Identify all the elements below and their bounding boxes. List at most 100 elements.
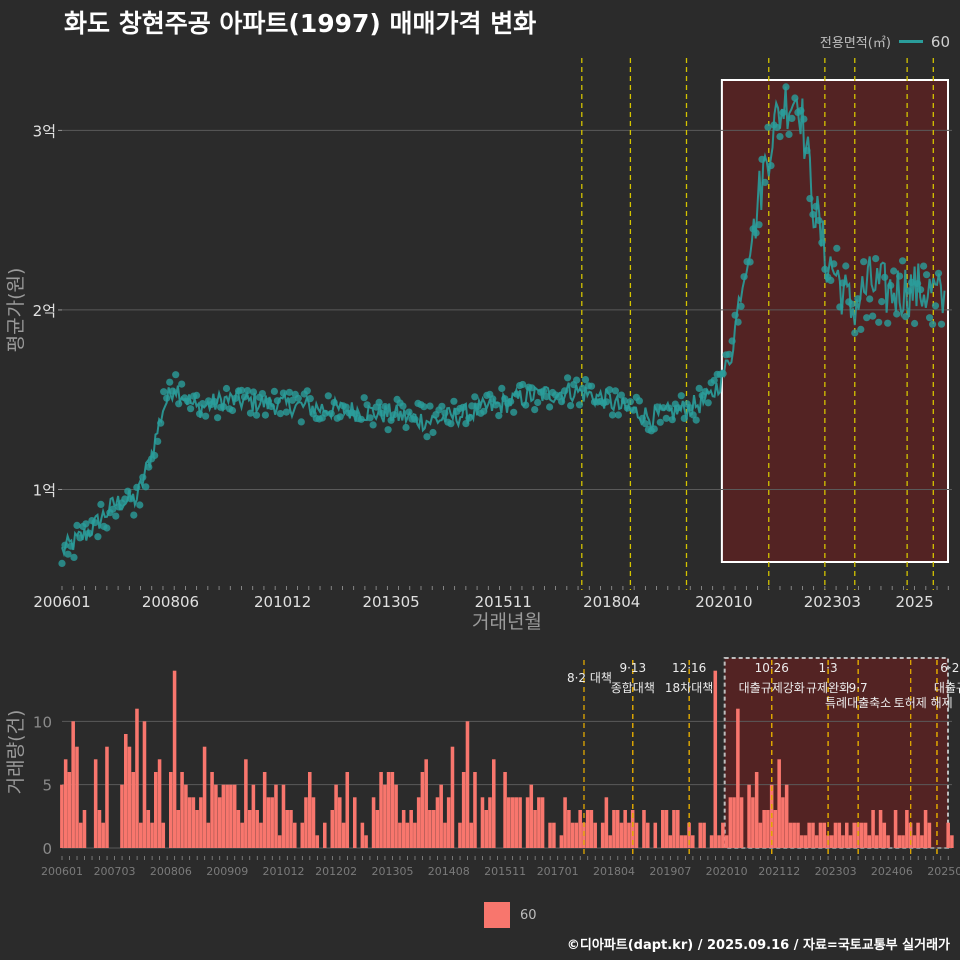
volume-bar [867, 835, 872, 848]
data-point [510, 408, 518, 416]
y-axis-title: 평균가(원) [5, 268, 27, 353]
policy-annotation: 1·3 [819, 661, 838, 675]
data-point [896, 272, 904, 280]
data-point [94, 533, 102, 541]
volume-bar [413, 822, 417, 848]
data-point [905, 287, 913, 295]
data-point [160, 388, 168, 396]
volume-bar [492, 759, 496, 848]
data-point [342, 403, 350, 411]
volume-bar [814, 835, 819, 848]
volume-bar [661, 810, 665, 848]
data-point [288, 396, 296, 404]
data-point [130, 511, 138, 519]
legend: 전용면적(㎡) 60 [820, 32, 950, 52]
volume-bar [131, 772, 136, 848]
volume-bar [251, 784, 256, 848]
data-point [543, 393, 551, 401]
volume-bar [589, 810, 594, 848]
data-point [776, 133, 784, 141]
y-tick-label: 1억 [33, 481, 56, 499]
x-tick-label: 201012 [254, 593, 311, 611]
volume-bar [210, 772, 214, 848]
data-point [498, 384, 506, 392]
data-point [528, 384, 536, 392]
volume-bar [78, 822, 83, 848]
volume-bar [360, 822, 365, 848]
data-point [522, 401, 530, 409]
volume-bar [533, 810, 537, 848]
data-point [710, 376, 718, 384]
data-point [139, 473, 147, 481]
data-point [851, 329, 859, 337]
volume-bar [371, 797, 376, 848]
bar-x-tick-label: 202406 [871, 865, 913, 878]
volume-bar [612, 810, 616, 848]
volume-bar [416, 797, 421, 848]
volume-bar [702, 822, 706, 848]
data-point [791, 94, 799, 102]
volume-bar [886, 835, 890, 848]
data-point [656, 418, 664, 426]
data-point [623, 404, 632, 412]
y-tick-label: 3억 [33, 122, 56, 140]
data-point [611, 387, 620, 395]
volume-bar [169, 772, 173, 848]
data-point [249, 388, 258, 396]
bar-y-axis-title: 거래량(건) [5, 710, 27, 795]
data-point [564, 374, 572, 382]
volume-bar [646, 822, 650, 848]
volume-bar [270, 797, 274, 848]
data-point [755, 221, 763, 229]
volume-bar [773, 810, 778, 848]
volume-bar [698, 822, 703, 848]
data-point [462, 420, 470, 428]
data-point [378, 409, 386, 417]
volume-bar [916, 822, 920, 848]
data-point [330, 398, 338, 407]
data-point [758, 155, 766, 163]
data-point [495, 412, 503, 420]
bar-x-tick-label: 201408 [428, 865, 470, 878]
volume-bar [161, 822, 166, 848]
data-point [836, 303, 844, 311]
data-point [812, 202, 820, 210]
data-point [306, 395, 314, 403]
volume-bar [766, 810, 770, 848]
volume-bar [345, 772, 350, 848]
data-point [764, 123, 772, 131]
data-point [875, 318, 883, 326]
data-point [680, 414, 688, 422]
volume-bar [139, 822, 143, 848]
data-point [489, 395, 497, 403]
data-point [363, 401, 371, 409]
volume-bar [142, 721, 147, 848]
data-point [908, 278, 916, 286]
data-point [806, 195, 814, 203]
volume-bar [236, 810, 241, 848]
data-point [668, 416, 676, 424]
volume-bar [863, 822, 868, 848]
data-point [474, 403, 482, 411]
volume-bar [679, 835, 684, 848]
data-point [163, 394, 171, 402]
volume-bar [860, 822, 864, 848]
data-point [336, 413, 344, 421]
data-point [677, 392, 685, 400]
x-tick-label: 201305 [362, 593, 419, 611]
data-point [704, 399, 712, 407]
data-point [857, 325, 865, 333]
volume-bar [293, 822, 297, 848]
bar-legend-swatch [484, 902, 510, 928]
bar-x-tick-label: 200806 [150, 865, 192, 878]
volume-bar [529, 784, 534, 848]
data-point [641, 420, 650, 428]
volume-bar [240, 822, 244, 848]
volume-bar [480, 797, 485, 848]
data-point [237, 386, 246, 394]
volume-bar [510, 797, 515, 848]
policy-annotation: 12·16 [672, 661, 706, 675]
volume-bar [724, 835, 729, 848]
volume-bar [784, 784, 789, 848]
x-tick-label: 202303 [804, 593, 861, 611]
